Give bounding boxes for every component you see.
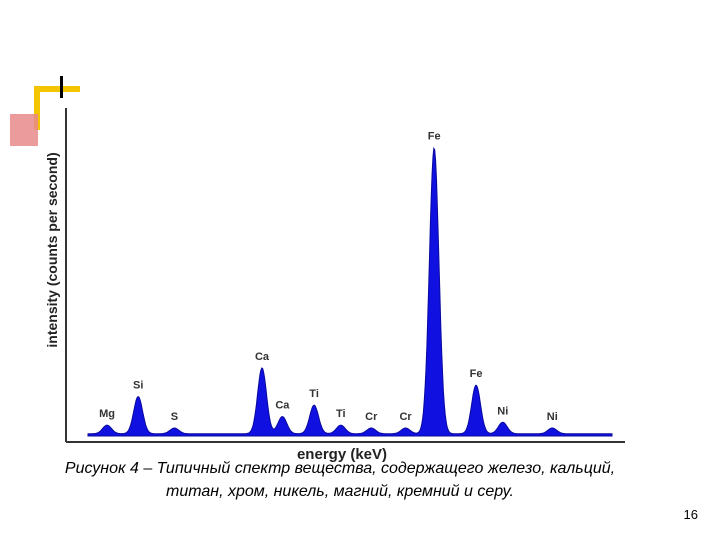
spectrum-area bbox=[87, 146, 613, 437]
black-corner-tick bbox=[60, 76, 63, 98]
figure-caption: Рисунок 4 – Типичный спектр вещества, со… bbox=[30, 457, 650, 503]
peak-label-ni-12: Ni bbox=[547, 411, 558, 423]
peak-label-ca-3: Ca bbox=[255, 351, 270, 363]
caption-line-1: Рисунок 4 – Типичный спектр вещества, со… bbox=[64, 460, 616, 477]
red-corner-square bbox=[10, 114, 38, 146]
caption-line-2: титан, хром, никель, магний, кремний и с… bbox=[166, 483, 514, 500]
peak-label-cr-8: Cr bbox=[399, 411, 412, 423]
peak-label-ti-5: Ti bbox=[309, 388, 319, 400]
page-number: 16 bbox=[683, 507, 698, 522]
peak-label-ni-11: Ni bbox=[497, 405, 508, 417]
peak-labels: Mg Si S Ca Ca Ti Ti Cr Cr Fe Fe Ni Ni bbox=[99, 131, 558, 423]
peak-label-ti-6: Ti bbox=[336, 408, 346, 420]
peak-label-ca-4: Ca bbox=[275, 400, 290, 412]
yellow-corner-bar-vertical bbox=[34, 86, 40, 130]
peak-label-fe-9: Fe bbox=[428, 131, 441, 143]
yellow-corner-bar-horizontal bbox=[34, 86, 80, 92]
peak-label-si-1: Si bbox=[133, 380, 143, 392]
peak-label-fe-10: Fe bbox=[470, 368, 483, 380]
peak-label-mg-0: Mg bbox=[99, 408, 115, 420]
peak-label-s-2: S bbox=[171, 411, 178, 423]
peak-label-cr-7: Cr bbox=[365, 411, 378, 423]
y-axis-label: intensity (counts per second) bbox=[44, 152, 60, 347]
x-axis-label: energy (keV) bbox=[297, 446, 387, 463]
